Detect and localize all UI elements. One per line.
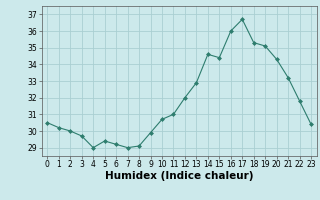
X-axis label: Humidex (Indice chaleur): Humidex (Indice chaleur) <box>105 171 253 181</box>
